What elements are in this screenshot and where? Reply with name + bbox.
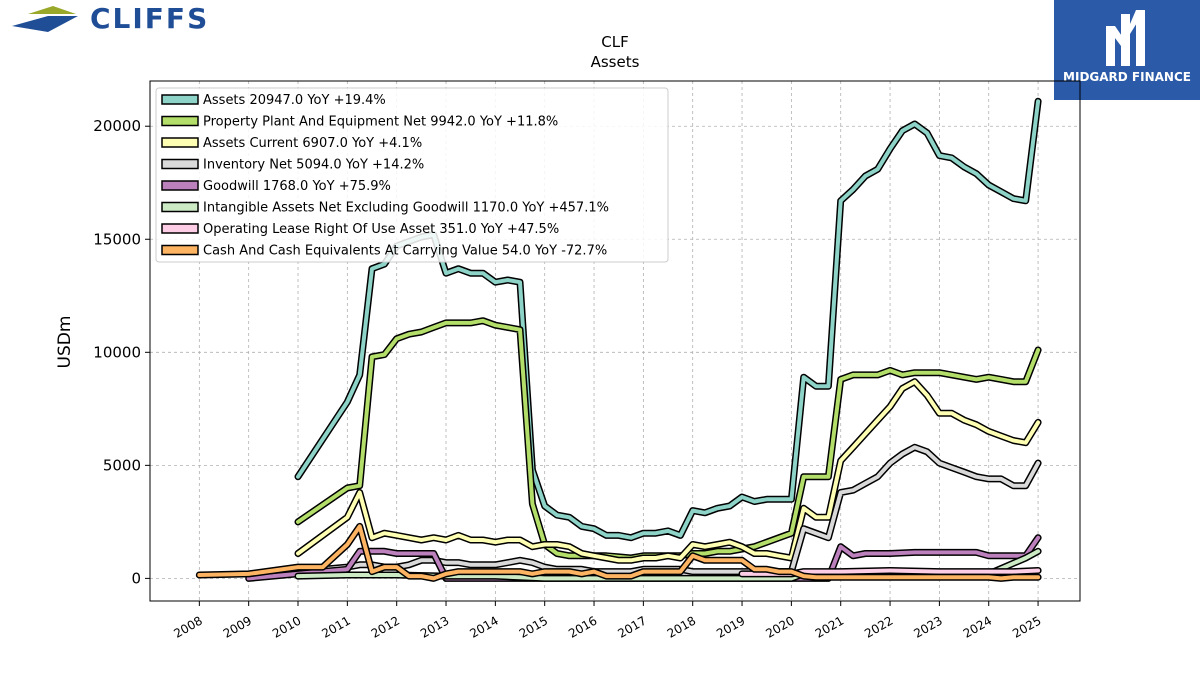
x-tick-label: 2012 bbox=[369, 613, 402, 640]
x-tick-label: 2025 bbox=[1010, 613, 1043, 640]
legend-swatch bbox=[161, 94, 199, 105]
legend-item: Operating Lease Right Of Use Asset 351.0… bbox=[161, 222, 559, 237]
cliffs-brand-text: CLIFFS bbox=[90, 2, 210, 35]
midgard-finance-logo: MIDGARD FINANCE bbox=[1054, 0, 1200, 100]
legend-swatch bbox=[161, 244, 199, 256]
x-tick-label: 2010 bbox=[270, 613, 303, 640]
legend-label: Assets 20947.0 YoY +19.4% bbox=[203, 93, 386, 108]
midgard-brand-text: MIDGARD FINANCE bbox=[1063, 70, 1191, 84]
legend-label: Assets Current 6907.0 YoY +4.1% bbox=[203, 136, 422, 151]
series-line bbox=[296, 445, 1041, 574]
y-axis-label: USDm bbox=[55, 316, 75, 369]
x-tick-label: 2016 bbox=[566, 613, 599, 640]
legend-label: Operating Lease Right Of Use Asset 351.0… bbox=[203, 222, 559, 237]
chart-subtitle: Assets bbox=[591, 53, 640, 71]
x-tick-label: 2015 bbox=[517, 613, 550, 640]
series-line bbox=[296, 318, 1041, 560]
x-tick-label: 2008 bbox=[171, 613, 204, 640]
cliffs-mark-icon bbox=[12, 6, 78, 32]
y-tick-label: 15000 bbox=[93, 230, 141, 248]
plot-frame bbox=[149, 80, 1081, 602]
legend-item: Property Plant And Equipment Net 9942.0 … bbox=[161, 115, 558, 130]
legend-swatch bbox=[161, 137, 199, 148]
x-tick-label: 2013 bbox=[418, 613, 451, 640]
x-tick-label: 2019 bbox=[714, 613, 747, 640]
y-tick-label: 5000 bbox=[103, 456, 141, 474]
x-tick-label: 2022 bbox=[862, 613, 895, 640]
x-tick-label: 2014 bbox=[467, 613, 500, 640]
x-tick-label: 2021 bbox=[813, 613, 846, 640]
series-inventory-net bbox=[294, 443, 1042, 576]
legend-item: Assets Current 6907.0 YoY +4.1% bbox=[161, 136, 422, 151]
cliffs-logo: CLIFFS bbox=[8, 2, 248, 38]
legend-label: Cash And Cash Equivalents At Carrying Va… bbox=[203, 244, 607, 259]
legend-item: Assets 20947.0 YoY +19.4% bbox=[161, 93, 386, 108]
legend-swatch bbox=[161, 223, 199, 234]
legend-item: Cash And Cash Equivalents At Carrying Va… bbox=[161, 244, 607, 259]
y-tick-label: 10000 bbox=[93, 343, 141, 361]
midgard-mark-icon bbox=[1106, 10, 1145, 66]
x-tick-label: 2024 bbox=[961, 613, 994, 640]
legend-label: Property Plant And Equipment Net 9942.0 … bbox=[203, 115, 558, 130]
series-layer bbox=[195, 97, 1042, 582]
legend-swatch bbox=[161, 180, 199, 191]
chart-title: CLF bbox=[601, 33, 628, 51]
legend-box bbox=[155, 87, 669, 263]
legend-label: Intangible Assets Net Excluding Goodwill… bbox=[203, 201, 609, 216]
series-assets bbox=[294, 97, 1042, 542]
legend-item: Goodwill 1768.0 YoY +75.9% bbox=[161, 179, 391, 194]
legend-label: Goodwill 1768.0 YoY +75.9% bbox=[203, 179, 391, 194]
legend-item: Intangible Assets Net Excluding Goodwill… bbox=[161, 201, 609, 216]
x-tick-label: 2009 bbox=[221, 613, 254, 640]
series-line bbox=[296, 379, 1041, 563]
series-line bbox=[197, 524, 1041, 581]
series-cash-and-cash-equivalents-at-carrying-value bbox=[195, 522, 1042, 582]
series-assets-current bbox=[294, 378, 1042, 564]
x-tick-label: 2023 bbox=[911, 613, 944, 640]
x-tick-label: 2017 bbox=[615, 613, 648, 640]
x-tick-label: 2018 bbox=[665, 613, 698, 640]
x-tick-label: 2011 bbox=[319, 613, 352, 640]
legend-label: Inventory Net 5094.0 YoY +14.2% bbox=[203, 158, 424, 173]
legend-swatch bbox=[161, 158, 199, 170]
x-tick-label: 2020 bbox=[763, 613, 796, 640]
legend-swatch bbox=[161, 201, 199, 213]
legend-item: Inventory Net 5094.0 YoY +14.2% bbox=[161, 158, 424, 173]
y-tick-label: 0 bbox=[131, 569, 141, 587]
series-line-outline bbox=[294, 317, 1042, 562]
legend-swatch bbox=[161, 115, 199, 127]
series-property-plant-and-equipment-net bbox=[294, 317, 1042, 562]
series-line bbox=[296, 99, 1041, 540]
legend: Assets 20947.0 YoY +19.4% Property Plant … bbox=[155, 87, 669, 263]
y-tick-label: 20000 bbox=[93, 117, 141, 135]
